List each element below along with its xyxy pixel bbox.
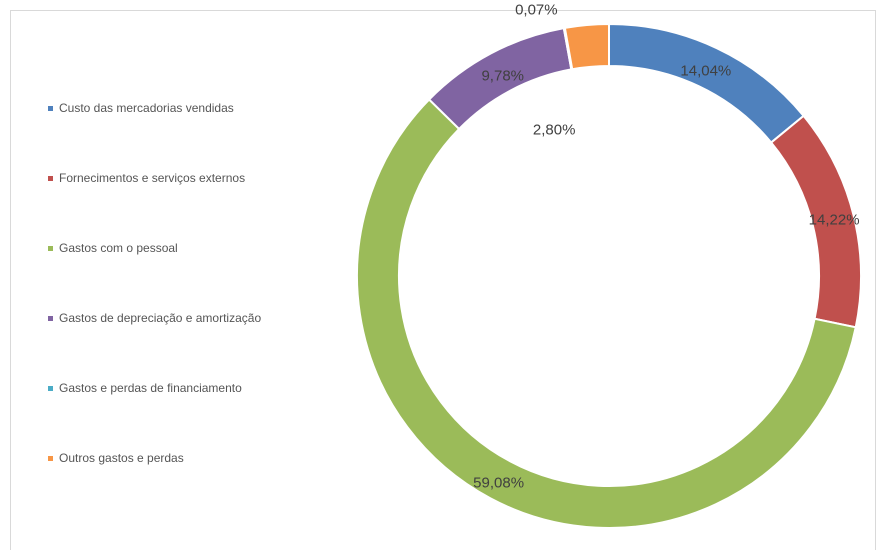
data-label-gastos-de-depreciacao-e-amortizacao: 9,78% bbox=[481, 67, 525, 85]
data-label-gastos-com-o-pessoal: 59,08% bbox=[473, 474, 525, 492]
legend-item-outros-gastos-e-perdas: Outros gastos e perdas bbox=[48, 451, 184, 465]
legend-item-fornecimentos-e-servicos-externos: Fornecimentos e serviços externos bbox=[48, 171, 245, 185]
chart-legend: Custo das mercadorias vendidas Fornecimen… bbox=[48, 0, 348, 550]
doughnut-slice-custo-das-mercadorias-vendidas bbox=[608, 22, 805, 144]
legend-label: Gastos de depreciação e amortização bbox=[59, 311, 262, 325]
legend-swatch bbox=[48, 315, 53, 321]
data-label-custo-das-mercadorias-vendidas: 14,04% bbox=[680, 62, 732, 80]
legend-item-gastos-e-perdas-de-financiamento: Gastos e perdas de financiamento bbox=[48, 381, 242, 395]
legend-item-gastos-de-depreciacao-e-amortizacao: Gastos de depreciação e amortização bbox=[48, 311, 261, 325]
legend-swatch bbox=[48, 105, 53, 111]
data-label-gastos-e-perdas-de-financiamento: 0,07% bbox=[515, 1, 558, 19]
legend-label: Gastos com o pessoal bbox=[59, 241, 178, 255]
doughnut-slice-gastos-com-o-pessoal bbox=[356, 98, 857, 529]
legend-label: Outros gastos e perdas bbox=[59, 451, 184, 465]
data-label-fornecimentos-e-servicos-externos: 14,22% bbox=[808, 211, 860, 229]
legend-swatch bbox=[48, 245, 53, 251]
legend-label: Fornecimentos e serviços externos bbox=[59, 171, 246, 185]
legend-label: Gastos e perdas de financiamento bbox=[59, 381, 242, 395]
legend-swatch bbox=[48, 455, 53, 461]
legend-item-gastos-com-o-pessoal: Gastos com o pessoal bbox=[48, 241, 178, 255]
doughnut-slice-outros-gastos-e-perdas bbox=[563, 22, 610, 71]
legend-swatch bbox=[48, 385, 53, 391]
legend-swatch bbox=[48, 175, 53, 181]
data-label-outros-gastos-e-perdas: 2,80% bbox=[532, 121, 576, 139]
legend-label: Custo das mercadorias vendidas bbox=[59, 101, 234, 115]
legend-item-custo-das-mercadorias-vendidas: Custo das mercadorias vendidas bbox=[48, 101, 234, 115]
